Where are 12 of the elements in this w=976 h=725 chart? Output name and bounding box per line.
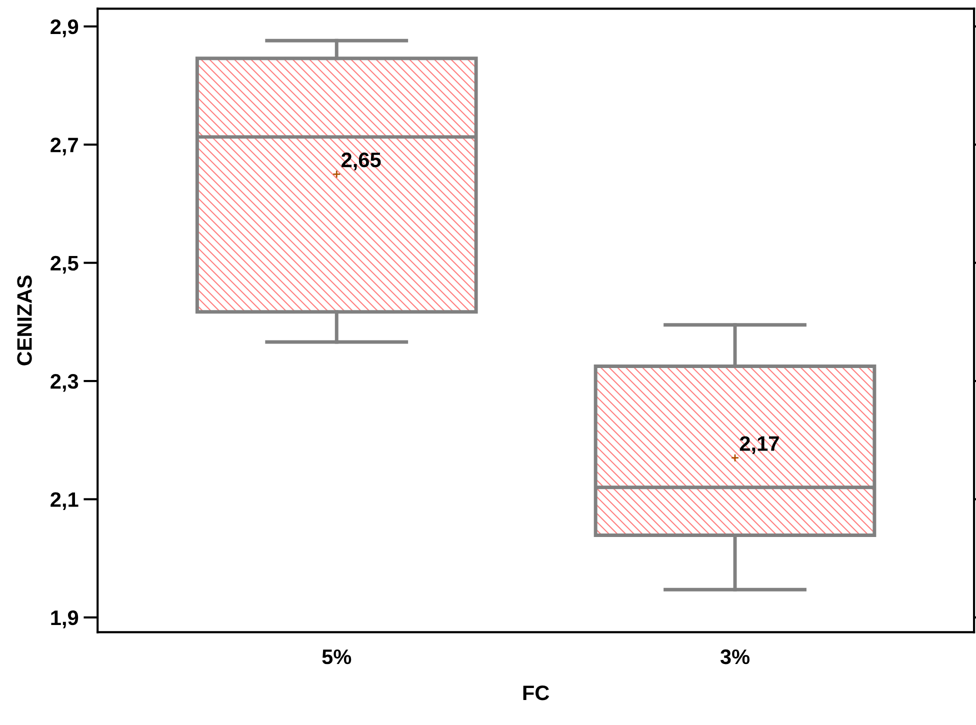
y-tick-label: 2,9	[50, 19, 78, 38]
y-tick-label: 2,3	[50, 374, 78, 392]
y-axis-title: CENIZAS	[17, 276, 32, 366]
x-axis-title: FC	[523, 686, 550, 700]
y-tick-label: 1,9	[51, 610, 78, 628]
annotation: 2,17	[740, 436, 779, 454]
annotation: 2,65	[342, 152, 381, 170]
y-tick-label: 2,5	[50, 256, 78, 274]
y-tick-label: 2,7	[50, 138, 78, 156]
x-tick-label: 3%	[720, 649, 750, 664]
y-tick-label: 2,1	[50, 492, 78, 510]
x-tick-label: 5%	[322, 649, 352, 664]
